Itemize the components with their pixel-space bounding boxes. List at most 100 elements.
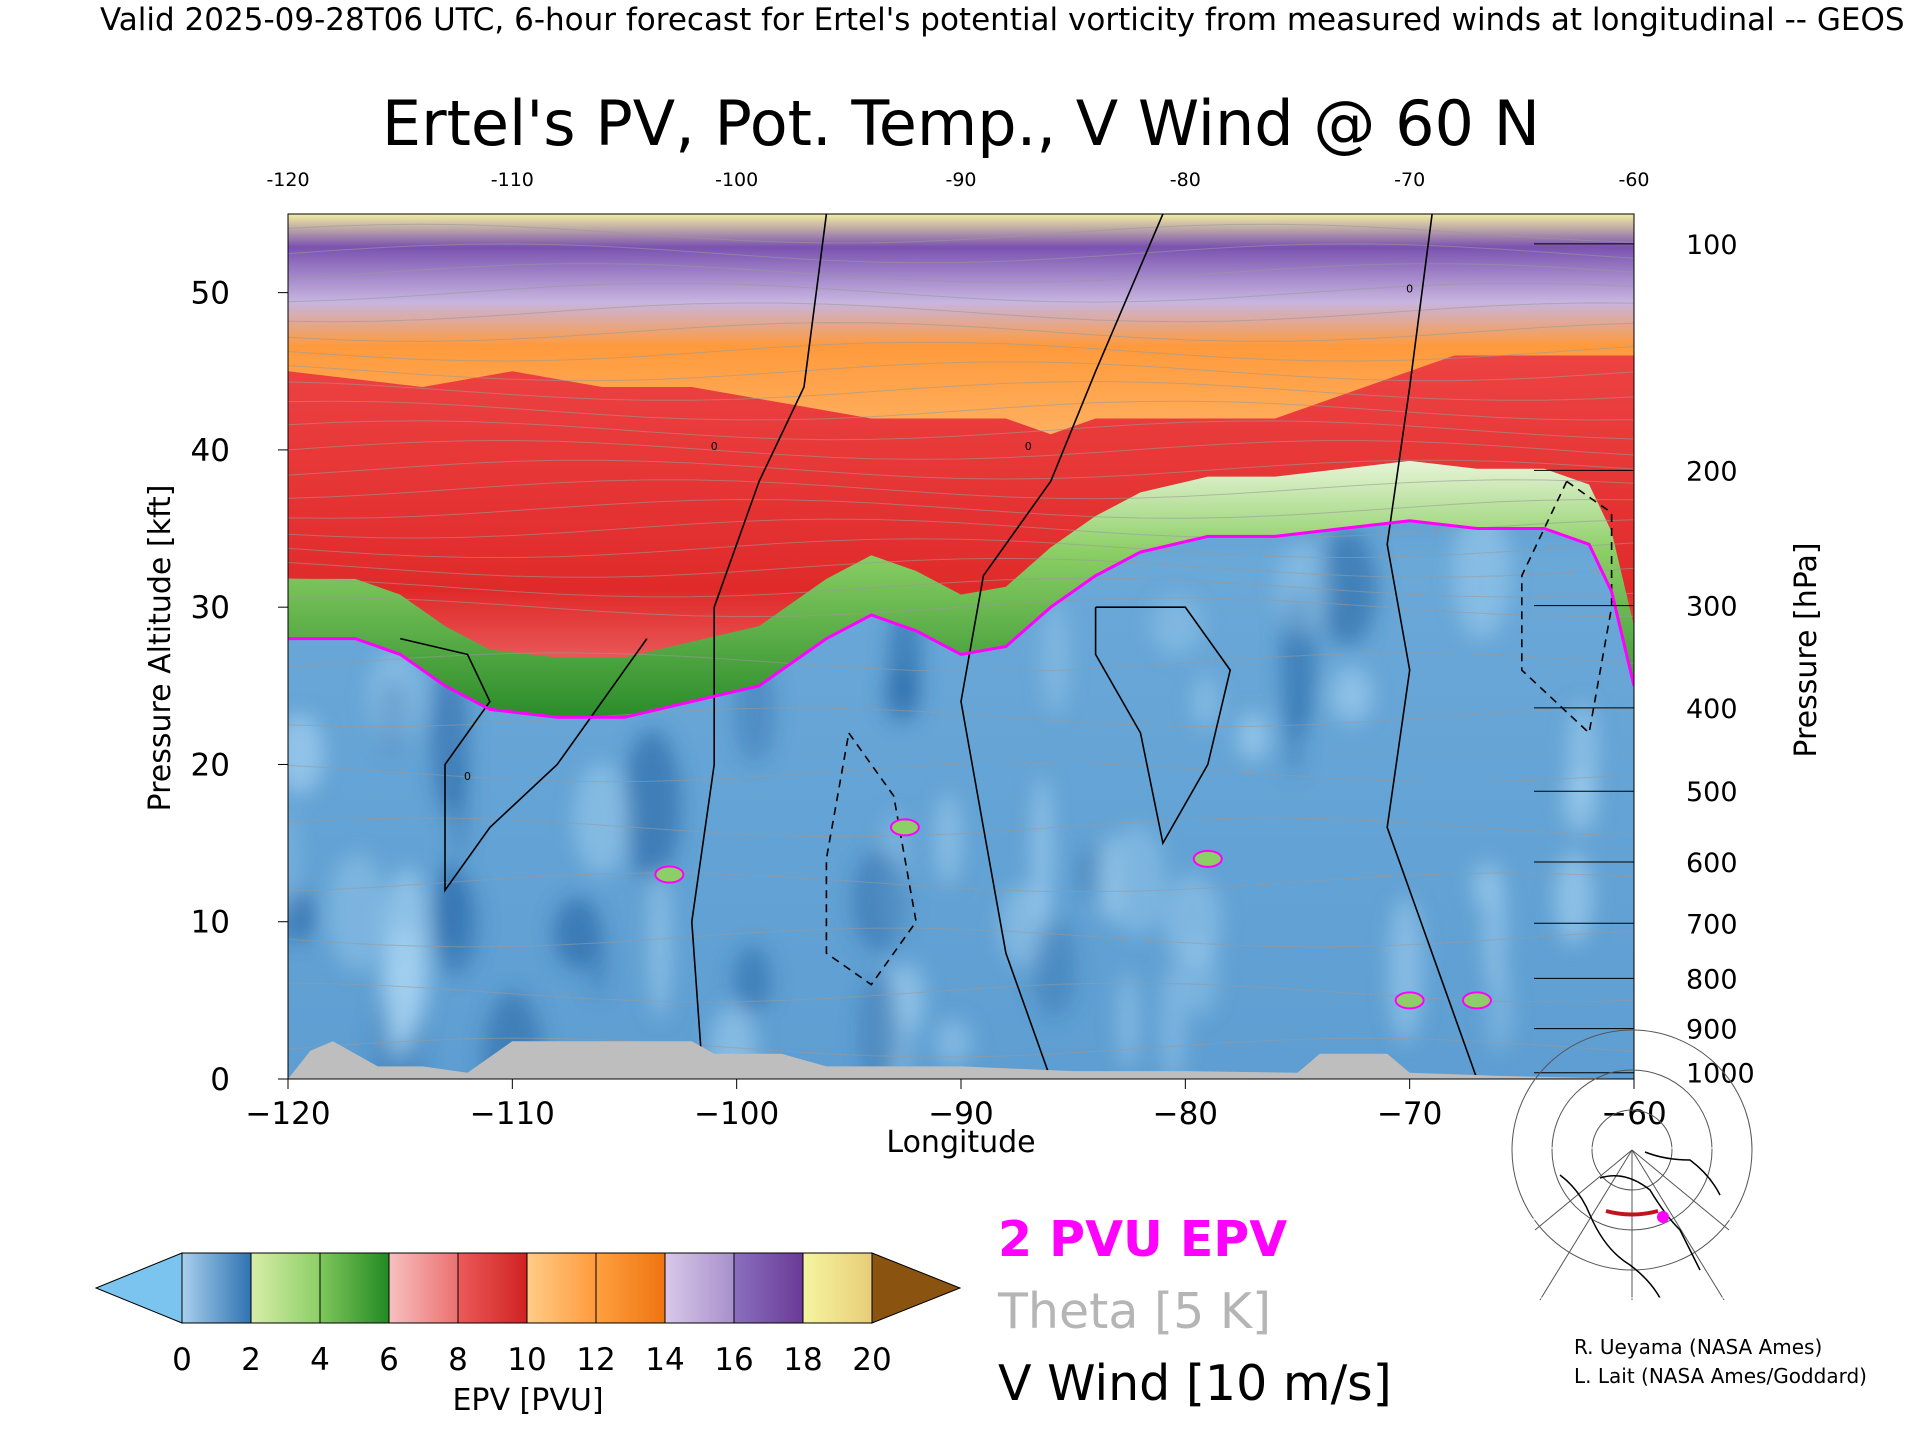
pressure-tick-label: 400 [1686, 694, 1738, 725]
colorbar-tick-label: 12 [576, 1342, 615, 1378]
v-wind-contour [825, 732, 917, 986]
theta-contour [288, 557, 1634, 578]
theta-contour [288, 817, 1634, 838]
theta-contour [288, 459, 1634, 480]
top-tick-label: -100 [715, 169, 758, 191]
v-wind-label: 0 [711, 440, 718, 453]
troposphere-blob [587, 935, 609, 996]
top-tick-label: -110 [491, 169, 534, 191]
colorbar-band [664, 1252, 735, 1324]
y-tick-label: 50 [191, 276, 230, 312]
troposphere-blob [1567, 701, 1598, 809]
pv-2-island [1394, 991, 1425, 1010]
colorbar-tick-label: 0 [172, 1342, 192, 1378]
theta-contour [288, 361, 1634, 382]
theta-contour [288, 302, 1634, 323]
legend-vwind: V Wind [10 m/s] [998, 1355, 1392, 1412]
troposphere-blob [934, 1018, 972, 1067]
pressure-tick-label: 500 [1686, 777, 1738, 808]
troposphere-blob [934, 792, 962, 886]
chart-title: Ertel's PV, Pot. Temp., V Wind @ 60 N [382, 87, 1540, 160]
theta-contour [288, 927, 1634, 948]
x-tick-label: −110 [470, 1096, 555, 1132]
pressure-tick-label: 100 [1686, 230, 1738, 261]
troposphere-blob [896, 963, 926, 1033]
theta-contour [288, 652, 1634, 673]
colorbar: 0 2 4 6 8 10 12 14 16 18 20 [94, 1252, 962, 1378]
colorbar-tick-label: 6 [379, 1342, 399, 1378]
v-wind-contours: 0 0 0 0 [400, 214, 1613, 1079]
colorbar-tick-label: 4 [310, 1342, 330, 1378]
pressure-tick-label: 300 [1686, 592, 1738, 623]
troposphere-blob [1192, 674, 1219, 730]
y-tick-label: 20 [191, 747, 230, 783]
colorbar-tick-label: 14 [645, 1342, 684, 1378]
pv-2-islands [654, 818, 1492, 1010]
theta-contour [288, 223, 1634, 244]
top-tick-label: -70 [1394, 169, 1425, 191]
theta-contour [288, 243, 1634, 264]
theta-contour [288, 707, 1634, 728]
colorbar-tick-label: 16 [714, 1342, 753, 1378]
v-wind-label: 0 [1025, 440, 1032, 453]
troposphere-blob [288, 713, 324, 795]
v-wind-contour [400, 637, 648, 893]
y-tick-label: 0 [210, 1062, 230, 1098]
colorbar-tick-label: 20 [852, 1342, 891, 1378]
v-wind-contour [1521, 480, 1613, 735]
troposphere-blob [1179, 938, 1219, 1017]
map-cross-section-track [1605, 1209, 1659, 1217]
y-tick-label: 10 [191, 905, 230, 941]
troposphere-blob [1159, 964, 1187, 1079]
colorbar-band [181, 1252, 252, 1324]
theta-contour [288, 380, 1634, 401]
v-wind-label: 0 [1406, 283, 1413, 296]
troposphere-blob [1388, 895, 1423, 1043]
y-axis-altitude: 0 10 20 30 40 50 [191, 276, 288, 1098]
theta-contour [288, 762, 1634, 783]
colorbar-tick-label: 10 [507, 1342, 546, 1378]
troposphere-blob [1031, 918, 1077, 1018]
x-tick-label: −100 [694, 1096, 779, 1132]
colorbar-tick-label: 18 [783, 1342, 822, 1378]
theta-contours [288, 223, 1634, 1058]
troposphere-blob [1470, 861, 1498, 908]
v-wind-contour [1094, 606, 1232, 846]
theta-contour [288, 872, 1634, 893]
locator-map [1511, 1029, 1753, 1301]
pressure-tick-label: 600 [1686, 848, 1738, 879]
troposphere-blob [1107, 824, 1166, 937]
troposphere-blob [1237, 712, 1269, 762]
colorbar-band [526, 1252, 597, 1324]
theta-contour [288, 479, 1634, 500]
troposphere-blob [430, 872, 480, 976]
theta-contour [288, 341, 1634, 362]
troposphere-texture [288, 503, 1598, 1079]
troposphere-blob [288, 806, 297, 922]
pressure-tick-label: 1000 [1686, 1059, 1755, 1090]
troposphere-blob [1486, 965, 1513, 1053]
pressure-tick-label: 900 [1686, 1015, 1738, 1046]
x-tick-label: −90 [928, 1096, 993, 1132]
troposphere-blob [327, 853, 388, 973]
v-wind-contour [1386, 214, 1478, 1079]
theta-contour [288, 400, 1634, 421]
theta-contour [288, 439, 1634, 460]
colorbar-band [388, 1252, 459, 1324]
v-wind-contour [690, 214, 828, 1079]
theta-contour [288, 420, 1634, 441]
x-tick-label: −60 [1601, 1096, 1666, 1132]
colorbar-tick-label: 8 [448, 1342, 468, 1378]
troposphere-blob [1330, 667, 1373, 724]
terrain-mask [288, 1041, 1634, 1079]
top-tick-label: -90 [945, 169, 976, 191]
troposphere-blob [851, 849, 908, 953]
theta-contour [288, 282, 1634, 303]
y-axis-pressure: 100 200 300 400 500 600 700 800 900 1000 [1534, 230, 1755, 1090]
colorbar-band [733, 1252, 804, 1324]
colorbar-band [319, 1252, 390, 1324]
top-tick-label: -60 [1618, 169, 1649, 191]
troposphere-blob [860, 971, 901, 1079]
troposphere-blob [1554, 851, 1593, 945]
